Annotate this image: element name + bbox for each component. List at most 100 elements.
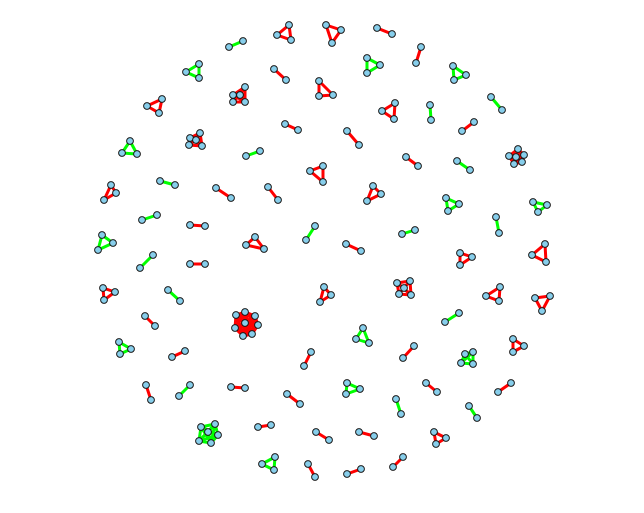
graph-node	[320, 283, 328, 291]
graph-node	[196, 129, 204, 137]
graph-node	[195, 74, 203, 82]
graph-node	[198, 142, 206, 150]
graph-node	[214, 431, 222, 439]
graph-node	[363, 54, 371, 62]
graph-node	[518, 158, 526, 166]
graph-node	[242, 152, 250, 160]
graph-node	[153, 211, 161, 219]
graph-node	[469, 360, 477, 368]
graph-node	[315, 77, 323, 85]
graph-node	[236, 91, 244, 99]
graph-node	[407, 291, 415, 299]
graph-node	[287, 36, 295, 44]
graph-node	[538, 307, 546, 315]
graph-node	[498, 106, 506, 114]
graph-node	[543, 201, 551, 209]
graph-node	[316, 298, 324, 306]
graph-node	[395, 290, 403, 298]
graph-node	[389, 463, 397, 471]
graph-node	[453, 157, 461, 165]
graph-node	[461, 350, 469, 358]
graph-node	[373, 24, 381, 32]
graph-node	[197, 423, 205, 431]
graph-node	[232, 311, 240, 319]
edges-layer	[96, 23, 552, 479]
graph-node	[225, 43, 233, 51]
graph-node	[319, 178, 327, 186]
graph-node	[505, 152, 513, 160]
graph-node	[450, 76, 458, 84]
graph-node	[260, 245, 268, 253]
graph-node	[507, 379, 515, 387]
graph-node	[229, 91, 237, 99]
graph-node	[430, 428, 438, 436]
graph-node	[482, 292, 490, 300]
graph-node	[449, 62, 457, 70]
graph-node	[411, 226, 419, 234]
graph-node	[520, 342, 528, 350]
graph-node	[468, 253, 476, 261]
graph-node	[342, 390, 350, 398]
graph-node	[186, 260, 194, 268]
graph-node	[251, 233, 259, 241]
graph-node	[271, 453, 279, 461]
graph-node	[267, 421, 275, 429]
graph-node	[356, 385, 364, 393]
graph-node	[201, 260, 209, 268]
graph-node	[455, 309, 463, 317]
graph-node	[229, 98, 237, 106]
graph-node	[531, 294, 539, 302]
graph-node	[270, 466, 278, 474]
graph-node	[357, 247, 365, 255]
graph-node	[302, 236, 310, 244]
graph-node	[158, 95, 166, 103]
graph-node	[534, 208, 542, 216]
graph-node	[207, 439, 215, 447]
graph-node	[311, 222, 319, 230]
graph-node	[456, 261, 464, 269]
graph-node	[406, 277, 414, 285]
graph-node	[433, 388, 441, 396]
graph-node	[283, 390, 291, 398]
graph-node	[171, 181, 179, 189]
graph-node	[509, 348, 517, 356]
graph-node	[343, 127, 351, 135]
graph-node	[251, 312, 259, 320]
graph-node	[294, 126, 302, 134]
graph-node	[442, 434, 450, 442]
graph-node	[465, 402, 473, 410]
graph-node	[100, 196, 108, 204]
graph-node	[410, 342, 418, 350]
graph-node	[211, 420, 219, 428]
graph-node	[529, 198, 537, 206]
graph-node	[399, 354, 407, 362]
graph-node	[138, 216, 146, 224]
graph-node	[414, 162, 422, 170]
graph-node	[285, 21, 293, 29]
graph-node	[377, 190, 385, 198]
graph-node	[151, 322, 159, 330]
graph-node	[248, 330, 256, 338]
graph-node	[391, 99, 399, 107]
graph-node	[201, 222, 209, 230]
graph-node	[337, 26, 345, 34]
graph-node	[241, 83, 249, 91]
graph-node	[164, 286, 172, 294]
graph-node	[227, 194, 235, 202]
graph-node	[186, 381, 194, 389]
graph-node	[242, 241, 250, 249]
graph-node	[241, 319, 249, 327]
graph-node	[546, 292, 554, 300]
graph-node	[363, 197, 371, 205]
graph-node	[136, 264, 144, 272]
graph-node	[514, 145, 522, 153]
graph-node	[363, 69, 371, 77]
graph-node	[306, 167, 314, 175]
graph-node	[444, 207, 452, 215]
graph-node	[412, 59, 420, 67]
graph-node	[442, 194, 450, 202]
graph-node	[241, 98, 249, 106]
graph-node	[509, 335, 517, 343]
graph-node	[274, 196, 282, 204]
